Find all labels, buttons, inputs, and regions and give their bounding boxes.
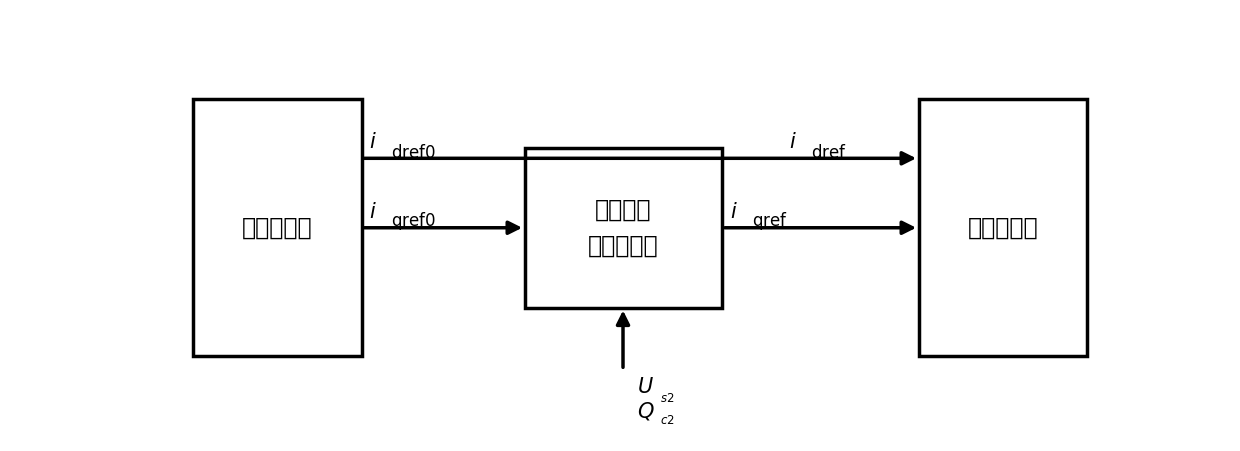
Text: $Q$: $Q$ (637, 400, 655, 422)
Text: $_{c2}$: $_{c2}$ (661, 410, 676, 428)
Text: 外环控制器: 外环控制器 (242, 216, 312, 240)
Text: $U$: $U$ (637, 377, 655, 397)
Text: $\mathregular{qref0}$: $\mathregular{qref0}$ (392, 210, 436, 232)
Text: $\mathregular{dref}$: $\mathregular{dref}$ (811, 144, 847, 162)
Text: 短路电流
附加控制器: 短路电流 附加控制器 (588, 198, 658, 258)
Text: $\mathregular{dref0}$: $\mathregular{dref0}$ (392, 144, 436, 162)
Text: $i$: $i$ (370, 132, 377, 152)
Bar (525, 148, 722, 308)
Text: $i$: $i$ (729, 202, 738, 221)
Text: $_{s2}$: $_{s2}$ (661, 387, 675, 405)
Text: $\mathregular{qref}$: $\mathregular{qref}$ (751, 210, 787, 232)
Bar (919, 99, 1087, 356)
Text: $i$: $i$ (370, 202, 377, 221)
Text: 内环控制器: 内环控制器 (967, 216, 1038, 240)
Text: $i$: $i$ (789, 132, 797, 152)
Bar (193, 99, 362, 356)
